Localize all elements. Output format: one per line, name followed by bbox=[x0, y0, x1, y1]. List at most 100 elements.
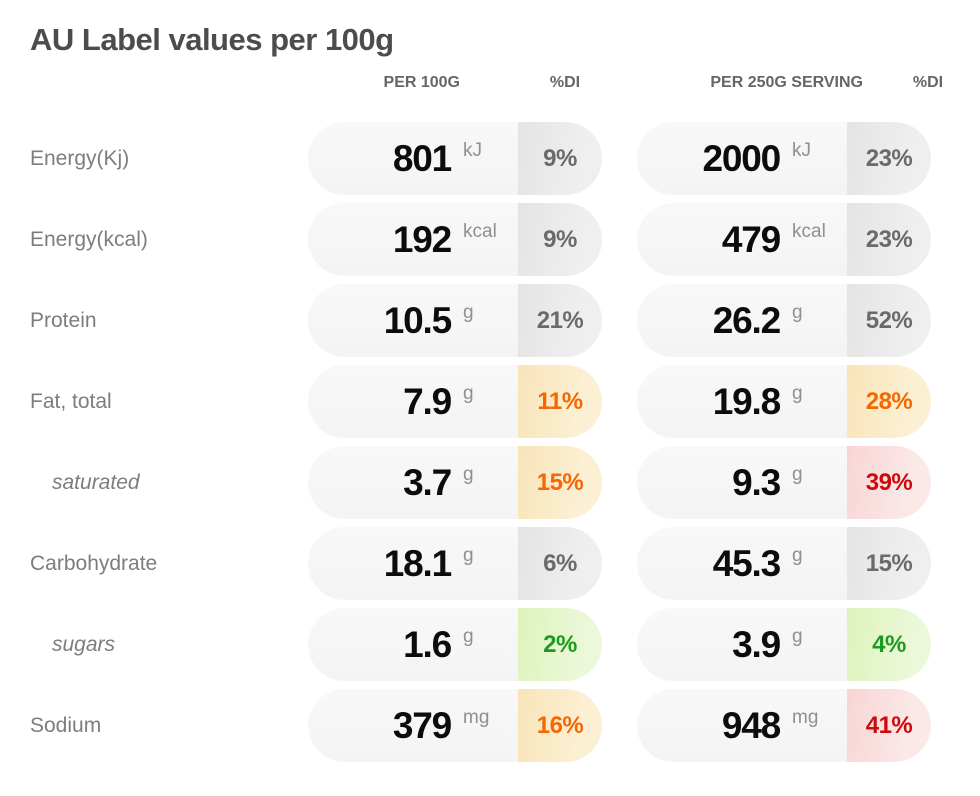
per-100g-pill: 801 kJ 9% bbox=[308, 122, 602, 195]
per-250g-di-badge: 15% bbox=[847, 527, 931, 600]
per-100g-di-badge: 9% bbox=[518, 122, 602, 195]
table-row: saturated 3.7 g 15% 9.3 g 39% bbox=[0, 446, 980, 519]
per-250g-di-badge: 4% bbox=[847, 608, 931, 681]
nutrient-rows: Energy(Kj) 801 kJ 9% 2000 kJ 23% Energy(… bbox=[0, 122, 980, 770]
per-100g-pill: 10.5 g 21% bbox=[308, 284, 602, 357]
per-100g-di-badge: 6% bbox=[518, 527, 602, 600]
nutrient-label: Sodium bbox=[30, 713, 102, 737]
page-title: AU Label values per 100g bbox=[30, 22, 394, 57]
table-row: Fat, total 7.9 g 11% 19.8 g 28% bbox=[0, 365, 980, 438]
per-250g-di-badge: 23% bbox=[847, 122, 931, 195]
per-100g-di-badge: 9% bbox=[518, 203, 602, 276]
per-250g-value-area: 948 mg bbox=[637, 689, 847, 762]
per-100g-unit: g bbox=[463, 383, 474, 404]
per-250g-unit: kcal bbox=[792, 221, 826, 242]
per-250g-value-area: 9.3 g bbox=[637, 446, 847, 519]
per-250g-pill: 948 mg 41% bbox=[637, 689, 931, 762]
per-250g-pill: 2000 kJ 23% bbox=[637, 122, 931, 195]
per-100g-di-badge: 11% bbox=[518, 365, 602, 438]
per-100g-value: 192 bbox=[392, 219, 452, 260]
column-headers: PER 100G %DI PER 250G SERVING %DI bbox=[0, 74, 980, 96]
per-250g-di-badge: 23% bbox=[847, 203, 931, 276]
per-100g-di-badge: 2% bbox=[518, 608, 602, 681]
per-250g-di-badge: 28% bbox=[847, 365, 931, 438]
nutrient-label: Energy(Kj) bbox=[30, 146, 130, 170]
per-250g-pill: 3.9 g 4% bbox=[637, 608, 931, 681]
per-250g-unit: g bbox=[792, 464, 803, 485]
per-250g-unit: g bbox=[792, 545, 803, 566]
per-100g-unit: kJ bbox=[463, 140, 482, 161]
per-250g-value-area: 2000 kJ bbox=[637, 122, 847, 195]
per-100g-value-area: 7.9 g bbox=[308, 365, 518, 438]
per-250g-value: 9.3 bbox=[732, 462, 781, 503]
nutrient-label: Fat, total bbox=[30, 389, 112, 413]
per-250g-unit: g bbox=[792, 626, 803, 647]
per-100g-di-badge: 16% bbox=[518, 689, 602, 762]
per-100g-pill: 192 kcal 9% bbox=[308, 203, 602, 276]
per-100g-di-badge: 21% bbox=[518, 284, 602, 357]
nutrient-label: sugars bbox=[52, 632, 116, 656]
per-250g-value-area: 26.2 g bbox=[637, 284, 847, 357]
col-header-di-100g: %DI bbox=[549, 74, 581, 91]
per-100g-pill: 1.6 g 2% bbox=[308, 608, 602, 681]
per-100g-pill: 3.7 g 15% bbox=[308, 446, 602, 519]
per-250g-di-badge: 39% bbox=[847, 446, 931, 519]
per-100g-value-area: 379 mg bbox=[308, 689, 518, 762]
per-250g-di-badge: 41% bbox=[847, 689, 931, 762]
per-100g-unit: g bbox=[463, 464, 474, 485]
per-250g-pill: 45.3 g 15% bbox=[637, 527, 931, 600]
per-100g-value: 18.1 bbox=[383, 543, 452, 584]
per-250g-value-area: 3.9 g bbox=[637, 608, 847, 681]
table-row: Energy(Kj) 801 kJ 9% 2000 kJ 23% bbox=[0, 122, 980, 195]
per-100g-pill: 7.9 g 11% bbox=[308, 365, 602, 438]
per-100g-pill: 18.1 g 6% bbox=[308, 527, 602, 600]
col-header-per-100g: PER 100G bbox=[383, 74, 460, 91]
nutrient-label: Energy(kcal) bbox=[30, 227, 148, 251]
table-row: Energy(kcal) 192 kcal 9% 479 kcal 23% bbox=[0, 203, 980, 276]
per-250g-value: 479 bbox=[721, 219, 781, 260]
per-250g-unit: g bbox=[792, 302, 803, 323]
per-100g-value: 10.5 bbox=[383, 300, 452, 341]
nutrient-label: saturated bbox=[52, 470, 140, 494]
per-250g-pill: 19.8 g 28% bbox=[637, 365, 931, 438]
per-250g-value: 948 bbox=[721, 705, 781, 746]
table-row: sugars 1.6 g 2% 3.9 g 4% bbox=[0, 608, 980, 681]
per-100g-value-area: 3.7 g bbox=[308, 446, 518, 519]
per-250g-value: 45.3 bbox=[712, 543, 781, 584]
per-100g-value: 7.9 bbox=[403, 381, 452, 422]
per-250g-value: 19.8 bbox=[712, 381, 781, 422]
per-250g-unit: kJ bbox=[792, 140, 811, 161]
per-250g-pill: 26.2 g 52% bbox=[637, 284, 931, 357]
per-100g-value-area: 192 kcal bbox=[308, 203, 518, 276]
per-100g-value: 801 bbox=[392, 138, 452, 179]
col-header-per-250g-serving: PER 250G SERVING bbox=[710, 74, 863, 91]
table-row: Protein 10.5 g 21% 26.2 g 52% bbox=[0, 284, 980, 357]
per-250g-value-area: 19.8 g bbox=[637, 365, 847, 438]
per-100g-value: 1.6 bbox=[403, 624, 452, 665]
per-100g-value: 379 bbox=[392, 705, 452, 746]
per-100g-value: 3.7 bbox=[403, 462, 452, 503]
per-250g-value: 26.2 bbox=[712, 300, 781, 341]
nutrient-label: Protein bbox=[30, 308, 97, 332]
table-row: Carbohydrate 18.1 g 6% 45.3 g 15% bbox=[0, 527, 980, 600]
nutrient-label: Carbohydrate bbox=[30, 551, 158, 575]
per-100g-unit: g bbox=[463, 545, 474, 566]
per-250g-unit: mg bbox=[792, 707, 819, 728]
per-250g-value-area: 479 kcal bbox=[637, 203, 847, 276]
per-100g-value-area: 1.6 g bbox=[308, 608, 518, 681]
per-100g-value-area: 10.5 g bbox=[308, 284, 518, 357]
per-100g-unit: mg bbox=[463, 707, 490, 728]
col-header-di-250g: %DI bbox=[912, 74, 944, 91]
per-250g-value-area: 45.3 g bbox=[637, 527, 847, 600]
per-100g-unit: g bbox=[463, 302, 474, 323]
per-250g-value: 3.9 bbox=[732, 624, 781, 665]
per-250g-unit: g bbox=[792, 383, 803, 404]
per-250g-di-badge: 52% bbox=[847, 284, 931, 357]
per-100g-unit: kcal bbox=[463, 221, 497, 242]
per-100g-value-area: 18.1 g bbox=[308, 527, 518, 600]
per-100g-unit: g bbox=[463, 626, 474, 647]
table-row: Sodium 379 mg 16% 948 mg 41% bbox=[0, 689, 980, 762]
per-100g-pill: 379 mg 16% bbox=[308, 689, 602, 762]
per-250g-pill: 9.3 g 39% bbox=[637, 446, 931, 519]
per-250g-value: 2000 bbox=[702, 138, 781, 179]
